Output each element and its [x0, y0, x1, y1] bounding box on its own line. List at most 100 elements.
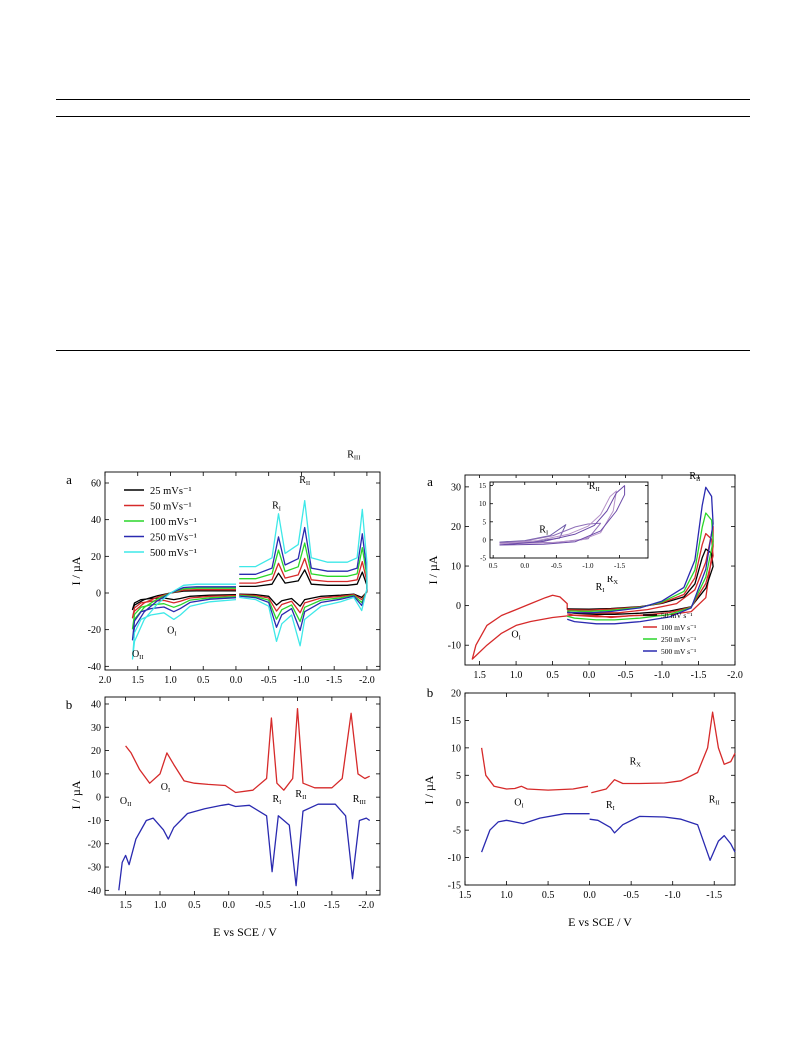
- chart-right-b: 1.5 1.0 0.5 0.0 -0.5 -1.0 -1.5 -15 -10 -5 0 5 10 15 20…: [422, 685, 736, 929]
- right-a-x-tick-label: -2.0: [727, 670, 743, 681]
- table-rule-top: [56, 99, 750, 100]
- right-a-annotation-1: RI: [596, 582, 605, 594]
- left-b-x-tick-label: -2.0: [358, 900, 374, 911]
- left-a-x-tick-label: -1.0: [294, 675, 310, 686]
- right-a-x-tick-label: 1.0: [510, 670, 523, 681]
- left-a-y-tick-label: 60: [91, 479, 101, 490]
- right-b-series-1-segment-0: [480, 813, 590, 853]
- left-a-annotation-4: OII: [132, 649, 144, 661]
- chart-left-b: 1.5 1.0 0.5 0.0 -0.5 -1.0 -1.5 -2.0 -40 -30 -20 -10…: [66, 696, 381, 939]
- left-b-y-tick-label: 20: [91, 746, 101, 757]
- left-b-x-tick-label: -1.5: [324, 900, 340, 911]
- left-a-series-cathodic-3: [239, 526, 368, 632]
- left-a-x-tick-label: 0.5: [197, 675, 210, 686]
- right-b-y-tick-label: -15: [448, 881, 461, 892]
- right-b-x-tick-label: -1.0: [665, 890, 681, 901]
- left-b-y-tick-label: -40: [88, 886, 101, 897]
- right-b-y-tick-label: -5: [453, 826, 461, 837]
- right-b-x-tick-label: 1.0: [500, 890, 513, 901]
- right-a-inset-series-2: [499, 490, 617, 545]
- left-a-legend-label-1: 50 mVs⁻¹: [150, 502, 192, 513]
- right-a-y-tick-label: 10: [451, 562, 461, 573]
- right-a-legend-label-2: 250 mV s⁻¹: [661, 635, 696, 644]
- left-a-series-anodic-0: [131, 590, 237, 611]
- right-a-y-tick-label: 20: [451, 522, 461, 533]
- left-b-annotation-0: OII: [120, 796, 132, 808]
- left-b-x-tick-label: 1.5: [119, 900, 132, 911]
- right-a-x-tick-label: -1.0: [654, 670, 670, 681]
- left-a-series-anodic-3: [131, 586, 237, 641]
- right-a-inset-y-tick-label: 15: [479, 482, 487, 490]
- left-a-x-tick-label: -1.5: [326, 675, 342, 686]
- right-a-inset: 0.5 0.0 -0.5 -1.0 -1.5 -5 0 5 10 15 RI RII: [476, 478, 654, 576]
- left-b-annotation-3: RII: [295, 789, 306, 801]
- right-a-inset-y-tick-label: -5: [480, 554, 486, 562]
- left-b-series-1: [118, 803, 371, 891]
- left-b-annotation-1: OI: [161, 782, 170, 794]
- left-b-series-0: [125, 707, 370, 794]
- right-b-panel-label: b: [427, 685, 434, 700]
- left-a-y-tick-label: -40: [88, 662, 101, 673]
- right-a-legend-label-3: 500 mV s⁻¹: [661, 647, 696, 656]
- left-a-y-tick-label: 20: [91, 552, 101, 563]
- left-a-annotation-0: RI: [272, 501, 281, 513]
- right-a-inset-annotation-0: RI: [539, 525, 548, 537]
- right-b-annotation-1: RI: [606, 800, 615, 812]
- right-a-annotation-2: RX: [607, 574, 619, 586]
- right-a-annotation-3: OI: [511, 629, 520, 641]
- left-b-y-tick-label: -30: [88, 863, 101, 874]
- right-b-axes: 1.5 1.0 0.5 0.0 -0.5 -1.0 -1.5 -15 -10 -5 0 5 10 15 20: [448, 689, 736, 901]
- right-a-axes: 1.5 1.0 0.5 0.0 -0.5 -1.0 -1.5 -2.0 -10 0 10 20 30: [448, 474, 743, 681]
- left-b-y-tick-label: 30: [91, 723, 101, 734]
- left-a-x-tick-label: 1.5: [131, 675, 144, 686]
- right-b-annotation-3: RII: [709, 795, 720, 807]
- left-a-series-cathodic-4: [239, 499, 368, 647]
- left-b-x-tick-label: 1.0: [154, 900, 167, 911]
- left-a-annotation-1: RII: [299, 475, 310, 487]
- left-a-y-tick-label: 0: [96, 589, 101, 600]
- left-a-legend-label-4: 500 mVs⁻¹: [150, 548, 197, 559]
- left-b-x-label: E vs SCE / V: [213, 925, 277, 939]
- right-b-x-tick-label: 0.5: [542, 890, 555, 901]
- right-b-y-tick-label: 0: [456, 798, 461, 809]
- left-a-x-tick-label: -0.5: [261, 675, 277, 686]
- right-b-y-tick-label: 15: [451, 716, 461, 727]
- left-b-annotation-2: RI: [272, 794, 281, 806]
- right-a-frame: [464, 474, 736, 666]
- right-a-inset-frame: [489, 481, 649, 559]
- right-a-series-3: [567, 486, 714, 625]
- right-a-y-tick-label: 30: [451, 482, 461, 493]
- right-b-annotation-2: RX: [630, 756, 642, 768]
- left-a-series-anodic-1: [131, 589, 237, 619]
- table-rule-bottom: [56, 350, 750, 351]
- right-a-inset-x-tick-label: 0.5: [489, 562, 498, 570]
- right-a-panel-label: a: [427, 474, 433, 489]
- right-a-legend-label-1: 100 mV s⁻¹: [661, 623, 696, 632]
- left-a-legend-label-2: 100 mVs⁻¹: [150, 517, 197, 528]
- left-b-x-tick-label: 0.5: [188, 900, 201, 911]
- left-b-frame: [104, 696, 381, 896]
- right-b-y-tick-label: 5: [456, 771, 461, 782]
- right-a-inset-x-tick-label: -0.5: [551, 562, 563, 570]
- left-a-y-tick-label: 40: [91, 515, 101, 526]
- chart-left-a: 2.0 1.5 1.0 0.5 0.0 -0.5 -1.0 -1.5 -2.0 -40 -20 0 20…: [66, 449, 381, 686]
- right-b-y-tick-label: 20: [451, 689, 461, 700]
- left-a-y-label: I / µA: [69, 556, 83, 585]
- right-b-series-0-segment-0: [480, 747, 589, 791]
- left-b-y-tick-label: -20: [88, 839, 101, 850]
- left-a-y-tick-label: -20: [88, 625, 101, 636]
- right-a-y-tick-label: -10: [448, 641, 461, 652]
- left-a-x-tick-label: 2.0: [99, 675, 112, 686]
- right-a-inset-x-tick-label: 0.0: [520, 562, 529, 570]
- right-a-y-tick-label: 0: [456, 601, 461, 612]
- left-a-frame: [104, 471, 381, 671]
- right-a-inset-y-tick-label: 0: [483, 536, 487, 544]
- chart-right-a: 1.5 1.0 0.5 0.0 -0.5 -1.0 -1.5 -2.0 -10 0 10 20 30 a I…: [426, 471, 743, 681]
- left-b-x-tick-label: -1.0: [290, 900, 306, 911]
- right-a-inset-axes: 0.5 0.0 -0.5 -1.0 -1.5 -5 0 5 10 15: [479, 481, 649, 570]
- right-b-series-1-segment-1: [589, 815, 736, 861]
- left-a-x-tick-label: 0.0: [230, 675, 243, 686]
- left-a-series-anodic-2: [131, 587, 237, 630]
- left-b-x-tick-label: 0.0: [223, 900, 236, 911]
